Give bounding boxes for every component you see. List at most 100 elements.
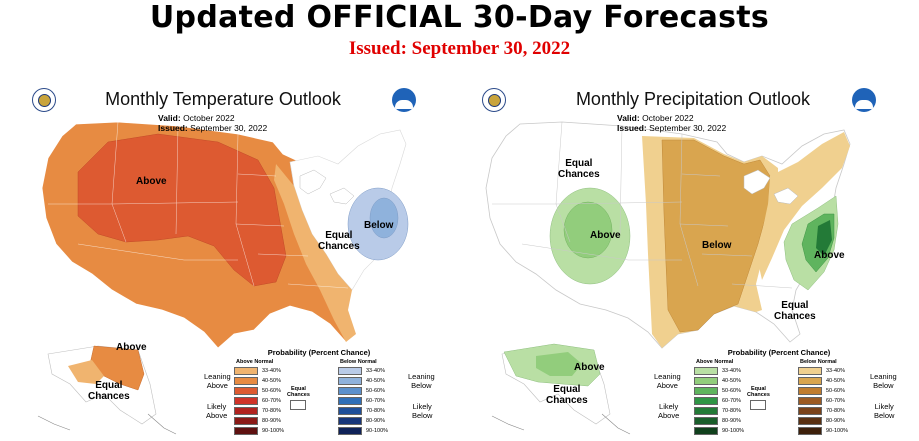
legend-row: 80-90% xyxy=(798,416,848,426)
legend-row: 33-40% xyxy=(694,366,744,376)
noaa-logo xyxy=(392,88,416,112)
legend-row: 40-50% xyxy=(798,376,848,386)
legend-likely-below: Likely Below xyxy=(412,402,433,420)
legend-row: 70-80% xyxy=(338,406,388,416)
legend-row: 70-80% xyxy=(234,406,284,416)
legend-swatch xyxy=(694,367,718,375)
legend-swatch xyxy=(798,417,822,425)
temperature-map xyxy=(37,121,409,435)
legend-swatch xyxy=(338,417,362,425)
legend-swatch xyxy=(338,387,362,395)
label-above-main: Above xyxy=(136,176,167,187)
above-normal-core xyxy=(77,133,287,287)
legend-row: 60-70% xyxy=(798,396,848,406)
aleutian-islands xyxy=(491,413,631,435)
label-below-east: Below xyxy=(364,220,394,231)
below-leaning-east xyxy=(758,132,850,280)
legend-swatch xyxy=(234,377,258,385)
legend-swatch xyxy=(338,367,362,375)
temperature-map-title: Monthly Temperature Outlook xyxy=(105,89,341,109)
valid-value: October 2022 xyxy=(183,113,235,123)
valid-label: Valid: xyxy=(158,113,181,123)
legend-swatch xyxy=(694,397,718,405)
legend-equal-chances: Equal Chances xyxy=(287,386,310,410)
below-normal-central xyxy=(661,139,771,333)
legend-below-head: Below Normal xyxy=(340,359,377,365)
legend-row: 90-100% xyxy=(234,426,284,436)
temperature-legend: Probability (Percent Chance) Above Norma… xyxy=(230,346,408,438)
aleutian-islands xyxy=(37,413,177,435)
legend-leaning-above: Leaning Above xyxy=(654,372,681,390)
legend-equal-swatch xyxy=(290,400,307,410)
legend-swatch xyxy=(798,427,822,435)
label-alaska-equal: Equal Chances xyxy=(546,384,588,406)
above-normal-west xyxy=(563,201,613,259)
legend-above-column: 33-40% 40-50% 50-60% 60-70% 70-80% 80-90… xyxy=(234,366,284,436)
legend-swatch xyxy=(798,407,822,415)
legend-swatch xyxy=(338,407,362,415)
valid-label: Valid: xyxy=(617,113,640,123)
legend-title: Probability (Percent Chance) xyxy=(267,348,371,357)
legend-row: 70-80% xyxy=(694,406,744,416)
legend-row: 33-40% xyxy=(798,366,848,376)
legend-swatch xyxy=(234,407,258,415)
legend-below-column: 33-40% 40-50% 50-60% 60-70% 70-80% 80-90… xyxy=(798,366,848,436)
valid-value: October 2022 xyxy=(642,113,694,123)
legend-row: 50-60% xyxy=(694,386,744,396)
precipitation-map-title: Monthly Precipitation Outlook xyxy=(575,89,811,109)
legend-swatch xyxy=(234,417,258,425)
temperature-valid-block: Valid: October 2022 Issued: September 30… xyxy=(158,113,267,133)
legend-row: 80-90% xyxy=(694,416,744,426)
alaska-leaning-strip xyxy=(68,360,104,384)
legend-row: 50-60% xyxy=(798,386,848,396)
precipitation-map xyxy=(485,121,851,435)
legend-swatch xyxy=(694,417,718,425)
legend-title: Probability (Percent Chance) xyxy=(727,348,831,357)
legend-swatch xyxy=(234,427,258,435)
below-normal-east-inner xyxy=(369,197,399,239)
legend-row: 80-90% xyxy=(234,416,284,426)
great-lakes xyxy=(299,169,355,205)
doc-seal-logo xyxy=(482,88,506,112)
legend-likely-below: Likely Below xyxy=(874,402,895,420)
legend-row: 90-100% xyxy=(338,426,388,436)
issued-label: Issued: xyxy=(617,123,647,133)
legend-row: 40-50% xyxy=(694,376,744,386)
legend-row: 50-60% xyxy=(338,386,388,396)
page-title: Updated OFFICIAL 30-Day Forecasts xyxy=(149,0,770,35)
legend-row: 40-50% xyxy=(338,376,388,386)
legend-row: 40-50% xyxy=(234,376,284,386)
precipitation-outlook-panel: Monthly Precipitation Outlook Valid: Oct… xyxy=(462,84,912,441)
legend-row: 50-60% xyxy=(234,386,284,396)
label-above-east: Above xyxy=(814,250,845,261)
legend-equal-chances: Equal Chances xyxy=(747,386,770,410)
legend-leaning-below: Leaning Below xyxy=(870,372,897,390)
issued-date: Issued: September 30, 2022 xyxy=(348,38,571,59)
great-lakes xyxy=(743,169,799,205)
precipitation-legend: Probability (Percent Chance) Above Norma… xyxy=(690,346,868,438)
label-above-west: Above xyxy=(590,230,621,241)
legend-row: 60-70% xyxy=(694,396,744,406)
legend-leaning-below: Leaning Below xyxy=(408,372,435,390)
state-lines xyxy=(492,121,793,289)
above-normal-east-core xyxy=(816,220,832,256)
legend-above-column: 33-40% 40-50% 50-60% 60-70% 70-80% 80-90… xyxy=(694,366,744,436)
legend-row: 70-80% xyxy=(798,406,848,416)
legend-row: 90-100% xyxy=(798,426,848,436)
label-alaska-above: Above xyxy=(574,362,605,373)
legend-swatch xyxy=(798,377,822,385)
legend-swatch xyxy=(234,367,258,375)
issued-value: September 30, 2022 xyxy=(190,123,268,133)
legend-row: 90-100% xyxy=(694,426,744,436)
label-alaska-above: Above xyxy=(116,342,147,353)
legend-row: 33-40% xyxy=(338,366,388,376)
legend-below-column: 33-40% 40-50% 50-60% 60-70% 70-80% 80-90… xyxy=(338,366,388,436)
legend-swatch xyxy=(338,397,362,405)
above-leaning-strip xyxy=(274,164,356,342)
label-equal-west: Equal Chances xyxy=(558,158,600,180)
legend-swatch xyxy=(694,407,718,415)
label-equal-east: Equal Chances xyxy=(318,230,360,252)
label-equal-east: Equal Chances xyxy=(774,300,816,322)
legend-row: 33-40% xyxy=(234,366,284,376)
legend-row: 80-90% xyxy=(338,416,388,426)
